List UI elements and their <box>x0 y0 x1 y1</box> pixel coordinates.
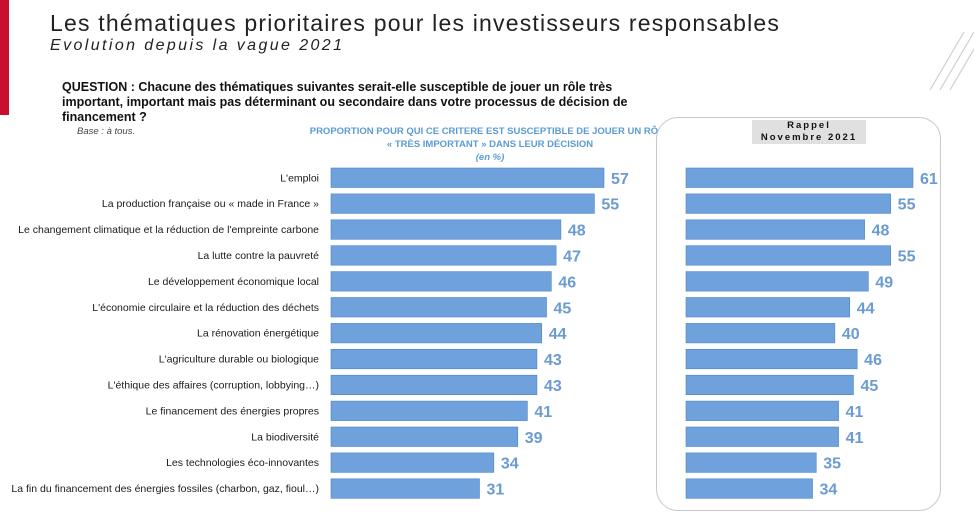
chart-heading: PROPORTION POUR QUI CE CRITERE EST SUSCE… <box>300 125 680 164</box>
value-label-current: 47 <box>563 248 581 265</box>
bar-current <box>330 348 538 370</box>
chart-heading-line1: PROPORTION POUR QUI CE CRITERE EST SUSCE… <box>309 126 671 137</box>
bar-rappel <box>685 271 869 292</box>
value-label-current: 43 <box>544 378 562 395</box>
category-label: La fin du financement des énergies fossi… <box>11 483 319 495</box>
bar-current <box>330 400 528 421</box>
value-label-rappel: 41 <box>846 430 864 447</box>
base-note: Base : à tous. <box>77 126 136 137</box>
category-label: Le changement climatique et la réduction… <box>18 224 319 236</box>
value-label-rappel: 34 <box>820 482 838 499</box>
bar-current <box>330 374 538 396</box>
bar-current <box>330 167 605 188</box>
bar-rappel <box>685 452 817 473</box>
bar-current <box>330 323 543 344</box>
bar-current <box>330 271 552 292</box>
category-label: La lutte contre la pauvreté <box>198 250 320 262</box>
value-label-rappel: 49 <box>875 274 893 291</box>
chart-heading-unit: (en %) <box>475 152 505 163</box>
value-label-current: 46 <box>558 274 576 291</box>
decorative-stripes <box>929 31 974 91</box>
value-label-current: 31 <box>486 482 504 499</box>
value-label-current: 48 <box>568 223 586 240</box>
value-label-rappel: 55 <box>898 248 916 265</box>
bar-rappel <box>685 323 836 344</box>
bar-rappel <box>685 245 891 266</box>
page-subtitle: Evolution depuis la vague 2021 <box>50 37 345 54</box>
category-label: Le développement économique local <box>148 276 319 288</box>
value-label-rappel: 45 <box>860 378 878 395</box>
category-label: La rénovation énergétique <box>197 328 319 340</box>
category-label: L'agriculture durable ou biologique <box>159 354 319 366</box>
value-label-current: 41 <box>534 404 552 421</box>
bar-rappel <box>685 167 914 188</box>
bar-current <box>330 297 547 318</box>
value-label-rappel: 55 <box>898 197 916 214</box>
category-label: La production française ou « made in Fra… <box>102 198 319 210</box>
bar-current <box>330 245 557 266</box>
value-label-rappel: 40 <box>842 326 860 343</box>
page-title: Les thématiques prioritaires pour les in… <box>50 10 781 36</box>
value-label-current: 34 <box>501 456 519 473</box>
rappel-label-line1: Rappel <box>787 120 831 131</box>
bar-current <box>330 426 519 447</box>
category-label: La biodiversité <box>251 431 319 443</box>
value-label-current: 45 <box>554 300 572 317</box>
category-label: Les technologies éco-innovantes <box>166 457 319 469</box>
rappel-label-line2: Novembre 2021 <box>760 132 858 143</box>
category-label: Le financement des énergies propres <box>146 405 319 417</box>
value-label-current: 39 <box>525 430 543 447</box>
bar-current <box>330 193 595 214</box>
category-label: L'économie circulaire et la réduction de… <box>92 302 319 314</box>
bar-current <box>330 452 495 473</box>
bar-current <box>330 478 480 499</box>
value-label-current: 43 <box>544 352 562 369</box>
rappel-label: Rappel Novembre 2021 <box>752 120 866 144</box>
value-label-rappel: 41 <box>846 404 864 421</box>
category-label: L'emploi <box>280 172 319 184</box>
value-label-rappel: 35 <box>823 456 841 473</box>
bar-rappel <box>685 374 854 396</box>
category-label: L'éthique des affaires (corruption, lobb… <box>108 379 319 391</box>
value-label-rappel: 48 <box>872 223 890 240</box>
question-text: QUESTION : Chacune des thématiques suiva… <box>62 80 628 124</box>
value-label-current: 44 <box>549 326 567 343</box>
accent-bar <box>0 0 9 115</box>
chart-heading-line2: « TRÈS IMPORTANT » DANS LEUR DÉCISION <box>386 139 594 150</box>
bar-current <box>330 219 562 240</box>
bar-rappel <box>685 400 839 421</box>
value-label-rappel: 44 <box>857 300 875 317</box>
bar-rappel <box>685 478 813 499</box>
bar-rappel <box>685 297 851 318</box>
value-label-current: 57 <box>611 171 629 188</box>
bar-rappel <box>685 348 858 370</box>
value-label-rappel: 46 <box>864 352 882 369</box>
value-label-current: 55 <box>601 197 619 214</box>
value-label-rappel: 61 <box>920 171 938 188</box>
bar-rappel <box>685 426 839 447</box>
bar-rappel <box>685 193 891 214</box>
bar-rappel <box>685 219 865 240</box>
